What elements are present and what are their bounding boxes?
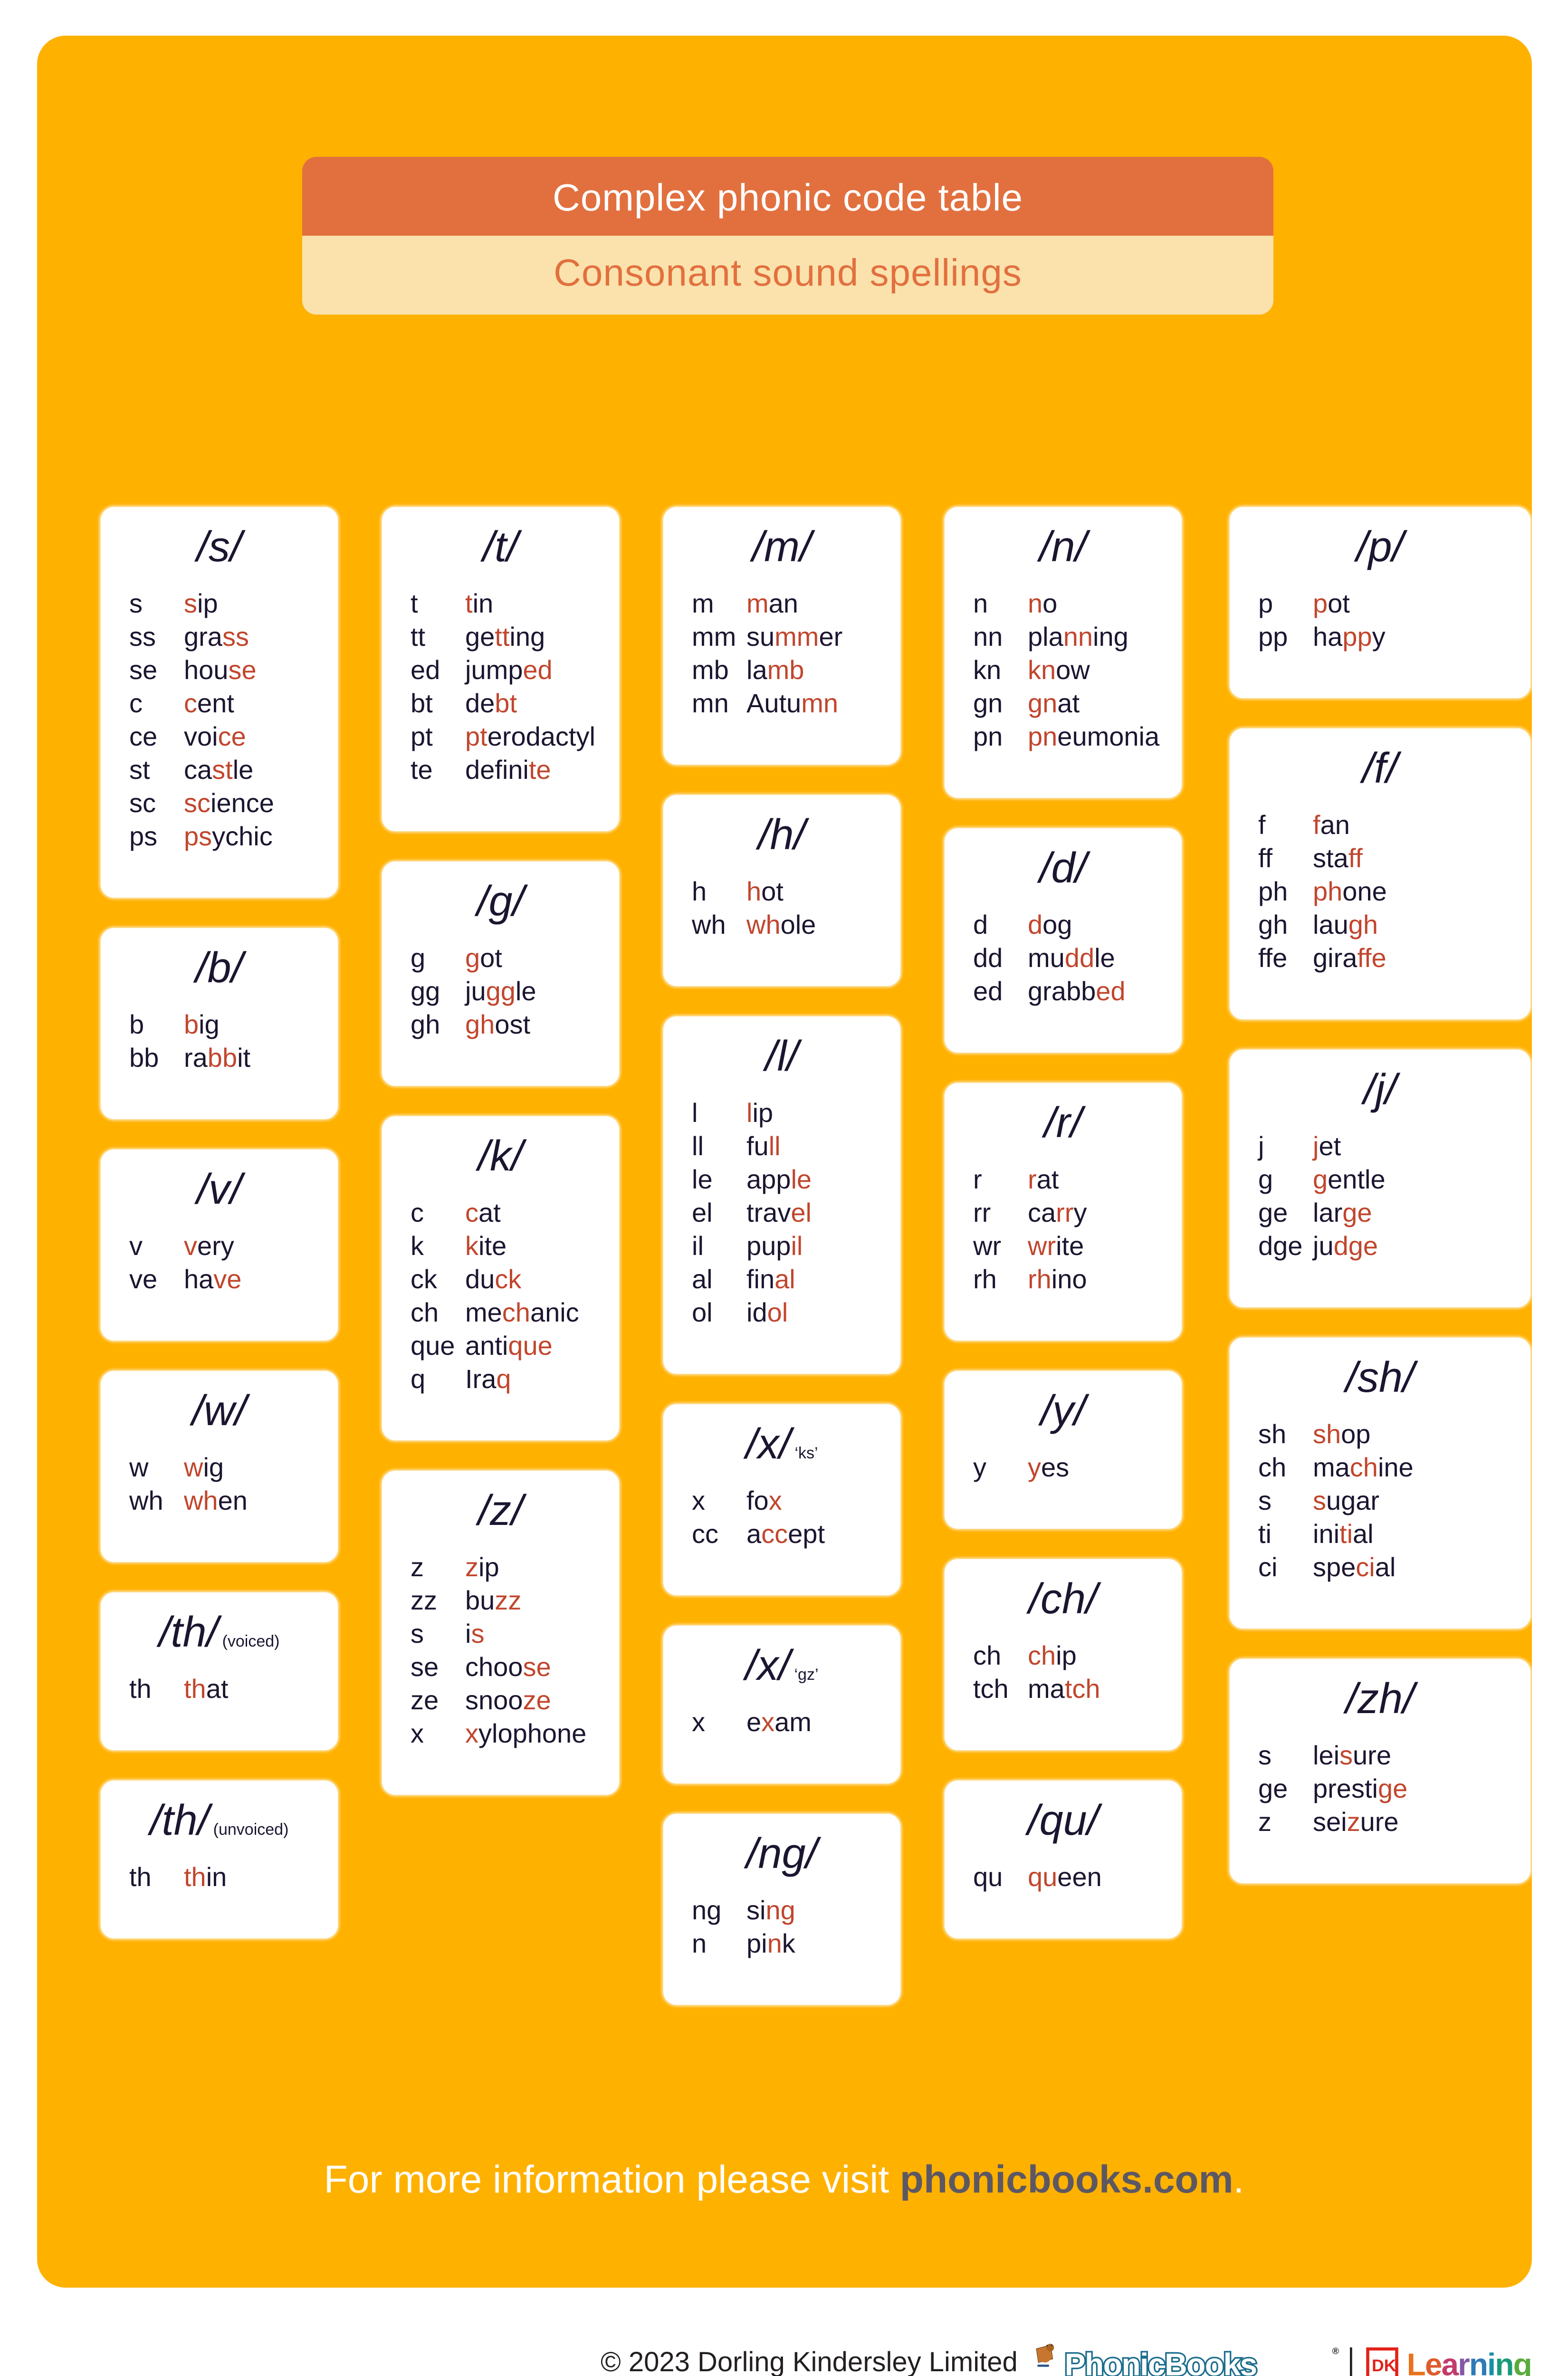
svg-text:PhonicBooks: PhonicBooks bbox=[1065, 2347, 1257, 2376]
svg-text:Learning: Learning bbox=[1407, 2347, 1531, 2376]
svg-text:DK: DK bbox=[1372, 2356, 1396, 2375]
svg-text:®: ® bbox=[1332, 2346, 1339, 2357]
